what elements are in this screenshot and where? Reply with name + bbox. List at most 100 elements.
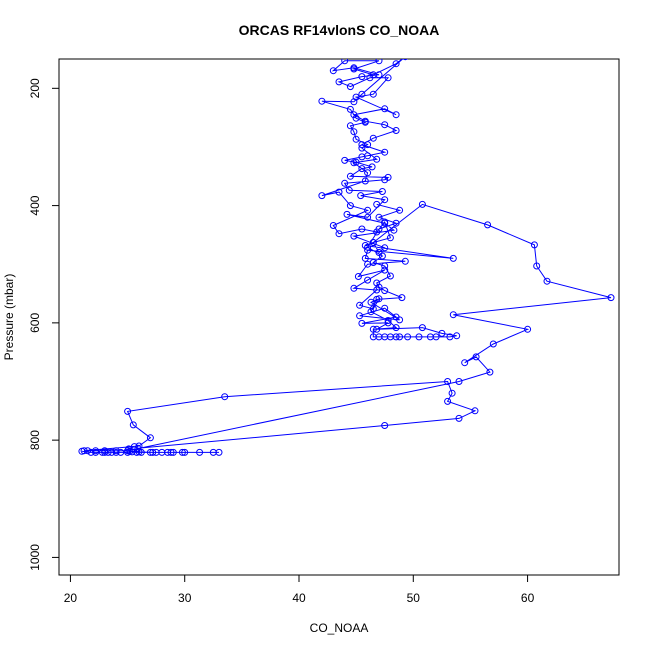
- data-point-176: [375, 283, 383, 291]
- data-point-150: [381, 304, 389, 312]
- data-point-170: [392, 324, 400, 332]
- y-tick-label-0: 200: [28, 78, 42, 98]
- data-point-114: [350, 128, 358, 136]
- x-axis: 20 30 40 50 60: [64, 575, 535, 605]
- data-point-139: [354, 273, 362, 280]
- data-point-92: [369, 90, 377, 98]
- data-point-52: [524, 325, 532, 333]
- data-point-126: [329, 222, 337, 229]
- data-point-121: [361, 177, 369, 185]
- y-tick-label-4: 1000: [28, 544, 42, 571]
- data-point-97: [358, 73, 366, 81]
- data-point-187: [373, 200, 381, 208]
- data-point-127: [335, 230, 343, 238]
- data-point-101: [341, 59, 349, 65]
- data-point-33: [444, 397, 452, 405]
- data-point-90: [392, 111, 400, 119]
- data-point-174: [398, 294, 406, 302]
- plot-frame: [58, 58, 620, 576]
- data-point-44: [101, 447, 109, 455]
- data-point-154: [373, 325, 381, 333]
- data-point-23: [167, 448, 175, 456]
- data-point-58: [484, 221, 492, 229]
- data-point-151: [392, 313, 400, 321]
- y-tick-label-2: 600: [28, 313, 42, 333]
- data-point-130: [381, 218, 389, 226]
- data-point-76: [358, 165, 366, 173]
- data-point-19: [196, 448, 204, 456]
- x-tick-label-0: 20: [64, 591, 78, 605]
- data-point-113: [346, 122, 354, 130]
- data-point-178: [386, 272, 394, 280]
- x-tick-label-3: 50: [407, 591, 421, 605]
- data-point-43: [92, 447, 100, 455]
- data-point-137: [401, 257, 409, 265]
- data-point-36: [221, 393, 229, 401]
- data-point-62: [381, 244, 389, 252]
- data-point-158: [446, 333, 454, 341]
- data-point-84: [369, 134, 377, 142]
- data-point-95: [346, 83, 354, 91]
- data-point-155: [418, 324, 426, 332]
- data-point-119: [350, 159, 358, 167]
- x-tick-label-4: 60: [521, 591, 535, 605]
- series-line-0: [81, 59, 612, 453]
- data-point-30: [381, 422, 389, 429]
- data-point-116: [364, 141, 372, 149]
- data-point-77: [368, 163, 376, 171]
- data-point-35: [444, 378, 452, 385]
- data-point-184: [392, 219, 400, 227]
- data-point-186: [396, 206, 404, 214]
- data-point-34: [448, 389, 456, 397]
- data-point-46: [124, 447, 132, 455]
- data-point-40: [135, 442, 143, 450]
- data-point-108: [350, 98, 358, 106]
- data-point-56: [533, 262, 541, 270]
- data-point-70: [378, 188, 386, 195]
- data-point-49: [472, 353, 480, 361]
- data-point-105: [392, 60, 400, 68]
- series-co-noaa: [78, 59, 615, 456]
- data-point-141: [364, 276, 372, 284]
- data-point-55: [543, 277, 551, 285]
- data-point-115: [352, 135, 360, 143]
- data-point-120: [364, 169, 372, 177]
- data-point-125: [364, 206, 372, 214]
- data-point-74: [384, 173, 392, 181]
- data-point-103: [350, 65, 358, 73]
- data-point-131: [386, 234, 394, 242]
- data-point-89: [381, 105, 389, 113]
- data-point-109: [318, 97, 326, 105]
- data-point-161: [415, 333, 423, 341]
- data-point-6: [108, 448, 116, 456]
- data-point-50: [461, 359, 469, 367]
- data-point-45: [112, 447, 120, 455]
- data-point-39: [146, 434, 154, 442]
- y-tick-label-3: 800: [28, 430, 42, 450]
- data-point-102: [375, 59, 383, 65]
- data-point-75: [346, 172, 354, 180]
- data-point-172: [367, 308, 375, 316]
- data-point-59: [418, 200, 426, 208]
- data-point-81: [364, 152, 372, 160]
- data-point-136: [361, 254, 369, 262]
- data-point-22: [181, 448, 189, 456]
- data-point-27: [125, 445, 133, 453]
- data-point-135: [364, 246, 372, 254]
- data-point-163: [396, 333, 404, 341]
- data-point-149: [356, 312, 364, 320]
- data-point-69: [357, 192, 365, 200]
- data-point-54: [607, 294, 615, 302]
- data-point-181: [378, 252, 386, 260]
- data-point-124: [346, 202, 354, 210]
- data-point-47: [455, 378, 463, 385]
- data-point-122: [318, 192, 326, 200]
- data-point-18: [178, 448, 186, 456]
- data-point-66: [343, 210, 351, 218]
- data-point-5: [104, 448, 112, 456]
- y-tick-label-1: 400: [28, 195, 42, 215]
- data-point-160: [426, 333, 434, 341]
- data-point-68: [381, 196, 389, 204]
- data-point-111: [352, 114, 360, 122]
- data-point-93: [384, 74, 392, 82]
